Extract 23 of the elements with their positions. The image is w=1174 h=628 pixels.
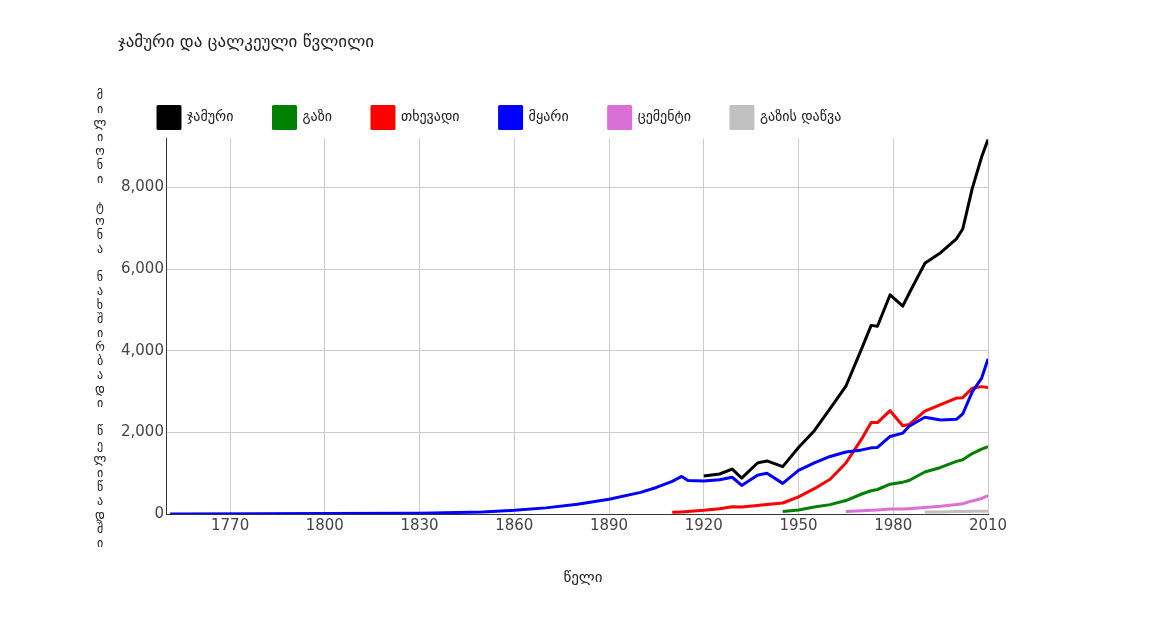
x-tick-label: 2010 [968,515,1008,534]
y-tick-label: 2,000 [120,422,164,441]
y-axis-title: მილიონი ტონა ნახშირბადი წელიწადში [92,88,108,550]
y-tick-label: 4,000 [120,340,164,359]
y-tick-label: 0 [154,503,164,522]
x-axis-title: წელი [562,568,604,586]
legend-label: თხევადი [400,108,460,125]
legend-label: ჯამური [187,108,234,125]
x-tick-label: 1860 [495,515,534,534]
legend-label: გაზის დაწვა [759,108,842,125]
x-tick-label: 1800 [305,515,344,534]
legend-label: მყარი [528,108,569,125]
x-tick-label: 1890 [589,515,629,534]
chart-title: ჯამური და ცალკეული წვლილი [118,30,375,51]
y-tick-label: 8,000 [120,177,164,196]
x-tick-label: 1950 [779,515,818,534]
x-tick-label: 1770 [211,515,250,534]
x-tick-label: 1830 [400,515,439,534]
y-tick-label: 6,000 [120,258,164,277]
x-tick-label: 1920 [684,515,723,534]
legend-label: ცემენტი [637,108,691,125]
legend-label: გაზი [302,108,332,125]
x-tick-label: 1980 [874,515,913,534]
